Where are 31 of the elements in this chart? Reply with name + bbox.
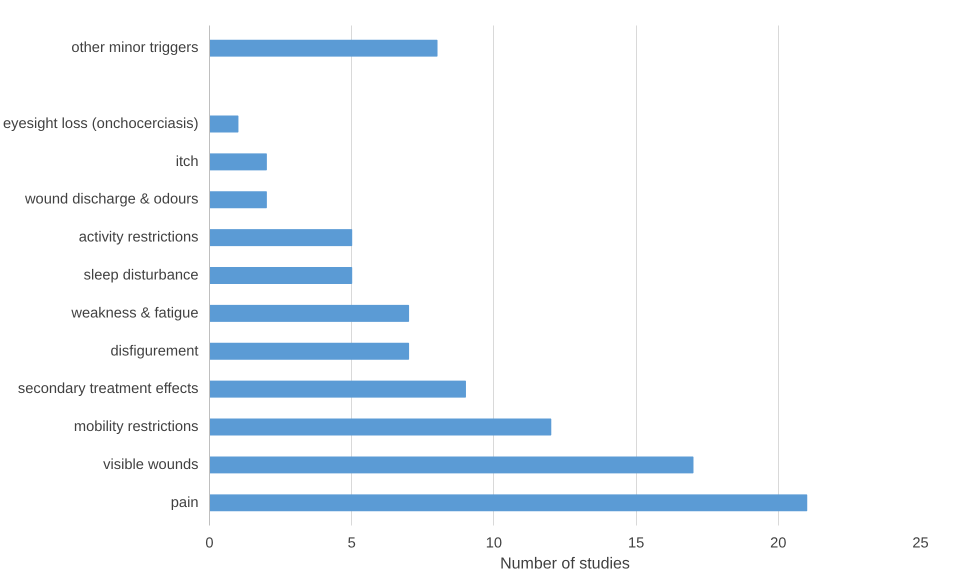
- bar: [210, 153, 267, 170]
- bar: [210, 116, 238, 132]
- bar: [210, 304, 410, 322]
- x-tick-label: 0: [205, 536, 214, 552]
- bar: [210, 380, 466, 398]
- y-tick-label: activity restrictions: [78, 230, 199, 246]
- bar: [210, 191, 267, 208]
- x-axis-title: Number of studies: [500, 556, 630, 572]
- y-tick-label: secondary treatment effects: [18, 381, 199, 398]
- y-tick-label: visible wounds: [103, 456, 199, 473]
- x-tick-label: 10: [486, 536, 502, 552]
- y-tick-label: wound discharge & odours: [24, 192, 199, 208]
- bar: [210, 342, 410, 360]
- y-tick-label: pain: [170, 494, 199, 511]
- x-tick-label: 20: [770, 536, 786, 552]
- x-tick-label: 25: [912, 536, 929, 552]
- y-tick-label: weakness & fatigue: [70, 305, 199, 322]
- y-tick-label: sleep disturbance: [84, 268, 199, 284]
- y-tick-label: mobility restrictions: [74, 419, 199, 436]
- y-tick-label: disfigurement: [110, 343, 199, 360]
- bar: [210, 229, 352, 246]
- y-tick-label: itch: [176, 154, 199, 170]
- bar: [210, 418, 552, 436]
- bar: [210, 456, 694, 474]
- x-tick-label: 5: [348, 536, 356, 552]
- bar: [210, 40, 438, 57]
- x-tick-label: 15: [628, 536, 644, 552]
- bar: [210, 267, 352, 284]
- y-tick-label: other minor triggers: [71, 40, 199, 56]
- y-tick-label: eyesight loss (onchocerciasis): [3, 116, 198, 132]
- bar: [210, 494, 808, 512]
